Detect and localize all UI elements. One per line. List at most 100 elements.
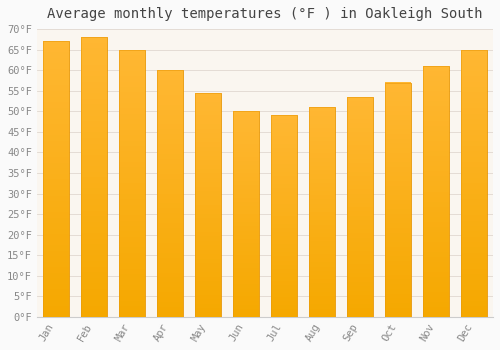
Bar [80,205,107,211]
Bar [42,163,69,168]
Bar [384,261,411,265]
Bar [118,156,145,162]
Bar [384,181,411,186]
Bar [118,183,145,189]
Bar [118,280,145,285]
Bar [118,50,145,317]
Bar [460,194,487,199]
Bar [422,252,450,257]
Bar [460,98,487,103]
Bar [118,114,145,119]
Bar [118,119,145,125]
Bar [460,226,487,231]
Bar [80,54,107,60]
Bar [194,259,221,263]
Bar [422,267,450,272]
Bar [270,168,297,172]
Bar [156,258,183,262]
Bar [308,141,336,145]
Bar [156,169,183,174]
Bar [270,127,297,132]
Bar [422,211,450,217]
Bar [346,260,374,264]
Bar [460,146,487,151]
Bar [346,268,374,273]
Bar [42,267,69,273]
Bar [270,152,297,156]
Bar [118,189,145,194]
Bar [156,292,183,297]
Bar [270,144,297,148]
Bar [42,47,69,52]
Bar [422,66,450,71]
Bar [384,214,411,218]
Bar [270,252,297,257]
Bar [118,220,145,226]
Bar [308,279,336,284]
Bar [232,288,259,292]
Bar [42,58,69,63]
Bar [384,139,411,143]
Bar [308,120,336,124]
Bar [270,260,297,265]
Bar [270,116,297,119]
Bar [270,232,297,236]
Bar [118,295,145,301]
Bar [460,253,487,258]
Bar [118,167,145,173]
Bar [232,272,259,276]
Bar [460,280,487,285]
Bar [422,307,450,312]
Bar [346,238,374,242]
Bar [194,218,221,223]
Bar [460,173,487,178]
Bar [194,93,221,97]
Bar [80,267,107,272]
Bar [232,152,259,156]
Bar [156,198,183,203]
Bar [384,293,411,298]
Bar [308,195,336,199]
Bar [194,313,221,317]
Bar [194,102,221,106]
Bar [384,148,411,153]
Bar [270,289,297,293]
Bar [118,135,145,140]
Bar [156,302,183,307]
Bar [270,281,297,285]
Bar [308,132,336,137]
Bar [80,104,107,110]
Bar [232,255,259,259]
Bar [460,285,487,290]
Bar [308,162,336,166]
Bar [80,48,107,54]
Bar [308,267,336,271]
Bar [384,101,411,106]
Bar [384,312,411,317]
Bar [270,244,297,248]
Bar [422,222,450,227]
Bar [346,277,374,282]
Bar [194,308,221,313]
Bar [422,282,450,287]
Bar [80,82,107,88]
Bar [422,297,450,302]
Bar [42,284,69,289]
Bar [346,290,374,295]
Bar [270,273,297,277]
Bar [346,286,374,290]
Bar [270,164,297,168]
Bar [460,295,487,301]
Bar [422,226,450,232]
Bar [42,75,69,80]
Bar [422,237,450,242]
Bar [42,306,69,312]
Bar [156,75,183,80]
Bar [118,301,145,306]
Bar [460,247,487,253]
Bar [346,255,374,260]
Bar [194,129,221,133]
Bar [118,231,145,237]
Bar [118,199,145,205]
Bar [460,140,487,146]
